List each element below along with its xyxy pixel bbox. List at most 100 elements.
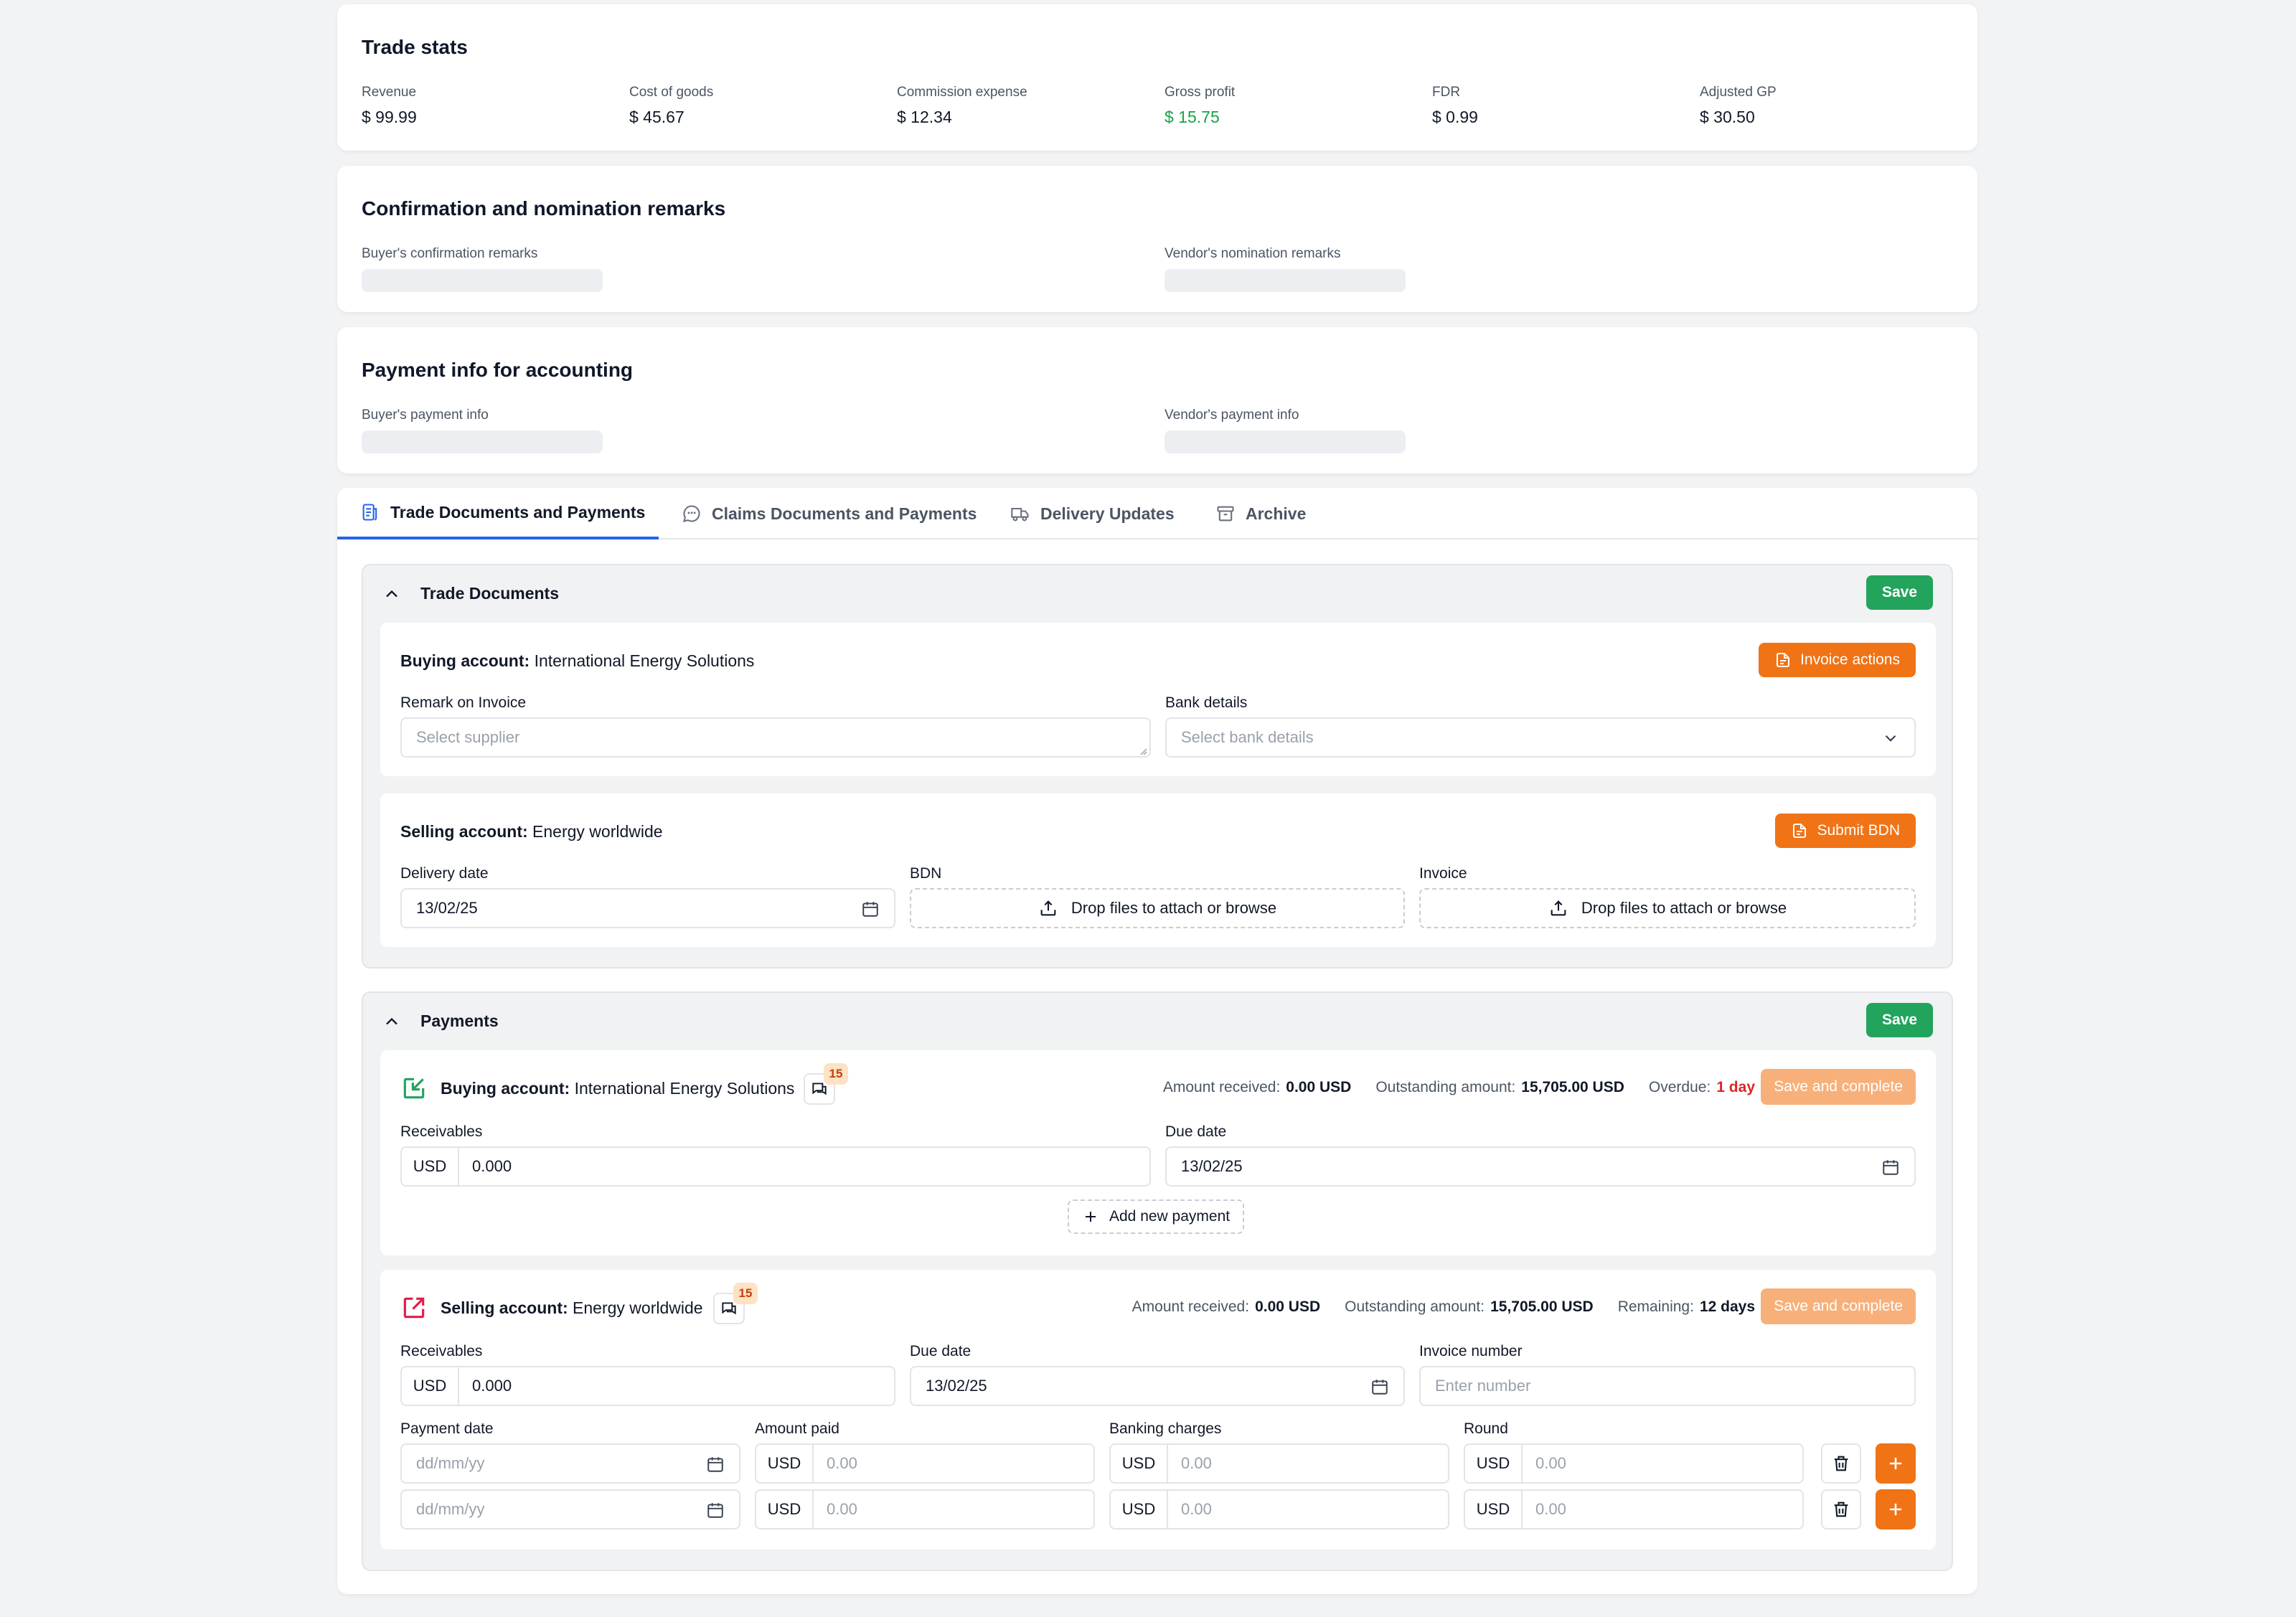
chat-icon bbox=[722, 1302, 736, 1315]
receivables-input[interactable]: USD 0.000 bbox=[400, 1366, 895, 1406]
calendar-icon[interactable] bbox=[1881, 1158, 1900, 1177]
date-placeholder: dd/mm/yy bbox=[416, 1500, 485, 1518]
dropzone-text: Drop files to attach or browse bbox=[1071, 899, 1277, 917]
date-placeholder: dd/mm/yy bbox=[416, 1454, 485, 1472]
stat-value: $ 99.99 bbox=[362, 108, 417, 126]
comments-button[interactable]: 15 bbox=[804, 1063, 848, 1105]
account-name: International Energy Solutions bbox=[574, 1079, 795, 1098]
currency-label: USD bbox=[1111, 1491, 1168, 1528]
bank-details-select[interactable]: Select bank details bbox=[1165, 717, 1916, 758]
stat-fdr: FDR $ 0.99 bbox=[1432, 85, 1478, 127]
account-prefix: Buying account: bbox=[441, 1079, 570, 1098]
selling-account-panel: Selling account: Energy worldwide Submit… bbox=[380, 793, 1936, 947]
invoice-number-input[interactable]: Enter number bbox=[1419, 1366, 1916, 1406]
bdn-label: BDN bbox=[910, 865, 942, 882]
payment-date-label: Payment date bbox=[400, 1420, 494, 1437]
submit-bdn-button[interactable]: Submit BDN bbox=[1775, 814, 1916, 848]
due-date-label: Due date bbox=[910, 1343, 971, 1359]
stat-label: Adjusted GP bbox=[1700, 85, 1777, 100]
archive-box-icon bbox=[1217, 506, 1234, 522]
skeleton-placeholder bbox=[1165, 269, 1406, 292]
document-icon bbox=[1793, 824, 1807, 838]
button-label: Submit BDN bbox=[1817, 822, 1900, 839]
delivery-date-input[interactable]: 13/02/25 bbox=[400, 888, 895, 928]
add-new-payment-button[interactable]: Add new payment bbox=[1068, 1199, 1245, 1234]
delete-row-button[interactable] bbox=[1821, 1489, 1861, 1529]
section-title: Payments bbox=[420, 1012, 499, 1030]
add-row-button[interactable] bbox=[1876, 1443, 1916, 1484]
banking-charges-input[interactable]: USD 0.00 bbox=[1109, 1489, 1449, 1529]
payments-section: Payments Save Buying account: Internatio… bbox=[362, 991, 1953, 1571]
save-button[interactable]: Save bbox=[1866, 1003, 1933, 1037]
save-and-complete-button[interactable]: Save and complete bbox=[1761, 1069, 1916, 1105]
chevron-up-icon[interactable] bbox=[382, 584, 402, 604]
amount-paid-input[interactable]: USD 0.00 bbox=[755, 1443, 1095, 1484]
selling-account-line: Selling account: Energy worldwide bbox=[400, 822, 663, 842]
save-button[interactable]: Save bbox=[1866, 575, 1933, 610]
stat-adjusted-gp: Adjusted GP $ 30.50 bbox=[1700, 85, 1777, 127]
upload-icon bbox=[1040, 900, 1056, 916]
tab-archive[interactable]: Archive bbox=[1215, 488, 1306, 539]
chevron-up-icon[interactable] bbox=[382, 1012, 402, 1032]
tab-trade-documents[interactable]: Trade Documents and Payments bbox=[337, 488, 659, 539]
date-value: 13/02/25 bbox=[416, 899, 478, 917]
payment-date-input[interactable]: dd/mm/yy bbox=[400, 1443, 740, 1484]
payment-info-card: Payment info for accounting Buyer's paym… bbox=[337, 327, 1977, 473]
overdue-status: Overdue: 1 day bbox=[1648, 1079, 1755, 1095]
remarks-title: Confirmation and nomination remarks bbox=[362, 197, 726, 220]
buyer-confirmation-remarks: Buyer's confirmation remarks bbox=[362, 246, 603, 292]
trade-documents-section: Trade Documents Save Buying account: Int… bbox=[362, 564, 1953, 968]
calendar-icon[interactable] bbox=[1370, 1377, 1389, 1396]
receivables-label: Receivables bbox=[400, 1123, 483, 1140]
document-icon bbox=[1777, 653, 1790, 667]
tab-claims-documents[interactable]: Claims Documents and Payments bbox=[682, 488, 977, 539]
resize-grip-icon[interactable] bbox=[1137, 745, 1148, 756]
currency-label: USD bbox=[402, 1367, 459, 1405]
stat-label: FDR bbox=[1432, 85, 1461, 100]
add-row-button[interactable] bbox=[1876, 1489, 1916, 1529]
tab-label: Delivery Updates bbox=[1040, 504, 1175, 523]
amount-received: Amount received: 0.00 USD bbox=[1162, 1079, 1352, 1095]
invoice-actions-button[interactable]: Invoice actions bbox=[1759, 643, 1916, 677]
due-date-input[interactable]: 13/02/25 bbox=[1165, 1146, 1916, 1187]
payment-date-input[interactable]: dd/mm/yy bbox=[400, 1489, 740, 1529]
remark-on-invoice-input[interactable]: Select supplier bbox=[400, 717, 1151, 758]
stat-cost-of-goods: Cost of goods $ 45.67 bbox=[629, 85, 713, 127]
tab-bar: Trade Documents and Payments Claims Docu… bbox=[337, 488, 1977, 539]
receivables-input[interactable]: USD 0.000 bbox=[400, 1146, 1151, 1187]
amount-placeholder: 0.00 bbox=[827, 1500, 857, 1518]
stat-value: $ 15.75 bbox=[1165, 108, 1220, 126]
selling-account-line: Selling account: Energy worldwide bbox=[441, 1298, 703, 1318]
banking-charges-label: Banking charges bbox=[1109, 1420, 1222, 1437]
amount-paid-label: Amount paid bbox=[755, 1420, 839, 1437]
bdn-dropzone[interactable]: Drop files to attach or browse bbox=[910, 888, 1405, 928]
section-title: Trade Documents bbox=[420, 584, 559, 603]
stat-revenue: Revenue $ 99.99 bbox=[362, 85, 417, 127]
currency-label: USD bbox=[1111, 1445, 1168, 1482]
button-label: Invoice actions bbox=[1800, 651, 1900, 668]
amount-paid-input[interactable]: USD 0.00 bbox=[755, 1489, 1095, 1529]
calendar-icon[interactable] bbox=[861, 900, 880, 918]
account-prefix: Buying account: bbox=[400, 651, 530, 670]
round-input[interactable]: USD 0.00 bbox=[1464, 1489, 1804, 1529]
buying-payments-panel: Buying account: International Energy Sol… bbox=[380, 1050, 1936, 1255]
currency-label: USD bbox=[402, 1148, 459, 1185]
delete-row-button[interactable] bbox=[1821, 1443, 1861, 1484]
outstanding-amount: Outstanding amount: 15,705.00 USD bbox=[1375, 1079, 1624, 1095]
stat-value: $ 12.34 bbox=[897, 108, 952, 126]
invoice-dropzone[interactable]: Drop files to attach or browse bbox=[1419, 888, 1916, 928]
comment-count-badge: 15 bbox=[824, 1063, 848, 1085]
banking-charges-input[interactable]: USD 0.00 bbox=[1109, 1443, 1449, 1484]
button-label: Add new payment bbox=[1109, 1208, 1231, 1225]
payment-info-title: Payment info for accounting bbox=[362, 359, 634, 381]
round-input[interactable]: USD 0.00 bbox=[1464, 1443, 1804, 1484]
comments-button[interactable]: 15 bbox=[713, 1283, 758, 1324]
save-and-complete-button[interactable]: Save and complete bbox=[1761, 1288, 1916, 1324]
due-date-input[interactable]: 13/02/25 bbox=[910, 1366, 1405, 1406]
calendar-icon[interactable] bbox=[706, 1455, 725, 1474]
stat-label: Commission expense bbox=[897, 85, 1027, 100]
tab-delivery-updates[interactable]: Delivery Updates bbox=[1010, 488, 1175, 539]
calendar-icon[interactable] bbox=[706, 1501, 725, 1519]
invoice-number-label: Invoice number bbox=[1419, 1343, 1523, 1359]
account-prefix: Selling account: bbox=[441, 1298, 568, 1317]
